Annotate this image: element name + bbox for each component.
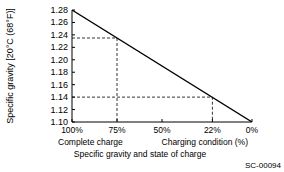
x-tick-label: 75% xyxy=(108,125,125,135)
x-axis-label: Charging condition (%) xyxy=(162,137,249,147)
figure-code: SC-00094 xyxy=(245,161,282,170)
x-tick xyxy=(72,119,73,122)
y-tick xyxy=(72,84,75,85)
series-line xyxy=(72,10,252,122)
y-tick-label: 1.20 xyxy=(50,55,68,65)
y-tick-label: 1.28 xyxy=(50,5,68,15)
y-tick xyxy=(72,47,75,48)
background xyxy=(0,0,284,172)
annotation: Complete charge xyxy=(58,137,123,147)
x-tick xyxy=(162,119,163,122)
plot-area xyxy=(72,10,252,122)
y-tick-label: 1.12 xyxy=(50,105,68,115)
x-tick-label: 0% xyxy=(246,125,259,135)
reference-line xyxy=(72,38,117,122)
y-tick xyxy=(72,22,75,23)
y-axis xyxy=(72,10,73,122)
y-tick-label: 1.26 xyxy=(50,17,68,27)
y-tick-label: 1.16 xyxy=(50,80,68,90)
title: Specific gravity and state of charge xyxy=(74,149,207,159)
y-tick xyxy=(72,72,75,73)
x-tick-label: 100% xyxy=(61,125,83,135)
y-tick-label: 1.18 xyxy=(50,67,68,77)
y-tick xyxy=(72,59,75,60)
reference-line xyxy=(72,97,212,122)
x-tick-label: 50% xyxy=(153,125,170,135)
x-tick-label: 22% xyxy=(204,125,221,135)
chart: 1.281.261.241.221.201.181.161.141.121.10… xyxy=(0,0,284,172)
y-tick xyxy=(72,34,75,35)
y-axis-label: Specific gravity [20°C (68°F)] xyxy=(5,8,15,124)
y-tick-label: 1.22 xyxy=(50,42,68,52)
y-tick-label: 1.24 xyxy=(50,30,68,40)
y-tick xyxy=(72,109,75,110)
y-tick-label: 1.14 xyxy=(50,92,68,102)
